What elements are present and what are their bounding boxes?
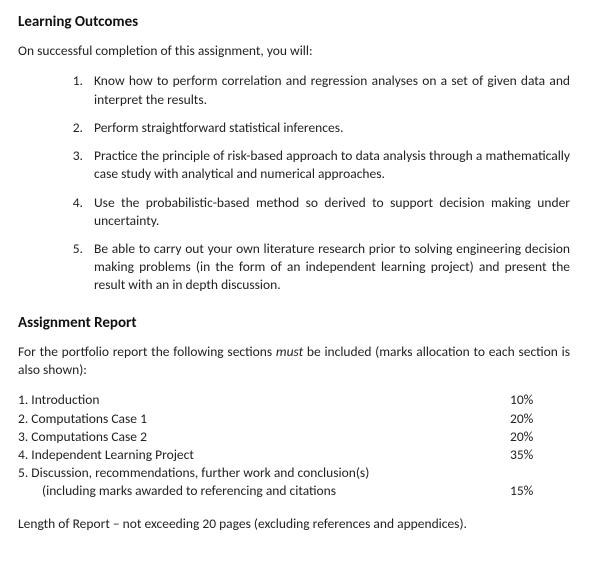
marks-label: 1. Introduction (18, 391, 510, 409)
marks-row: 2. Computations Case 1 20% (18, 410, 570, 428)
marks-row: 1. Introduction 10% (18, 391, 570, 409)
assignment-report-heading: Assignment Report (18, 313, 570, 333)
learning-outcomes-list: Know how to perform correlation and regr… (18, 72, 570, 294)
learning-outcomes-heading: Learning Outcomes (18, 12, 570, 32)
list-item: Practice the principle of risk-based app… (86, 147, 570, 183)
list-item: Be able to carry out your own literature… (86, 240, 570, 295)
marks-allocation-list: 1. Introduction 10% 2. Computations Case… (18, 391, 570, 500)
marks-label: 2. Computations Case 1 (18, 410, 510, 428)
marks-row: 3. Computations Case 2 20% (18, 428, 570, 446)
marks-pct: 10% (510, 391, 570, 409)
marks-pct: 20% (510, 428, 570, 446)
length-note: Length of Report – not exceeding 20 page… (18, 515, 570, 533)
marks-label: 5. Discussion, recommendations, further … (18, 464, 510, 482)
marks-sub-label: (including marks awarded to referencing … (42, 482, 510, 500)
marks-sub-row: (including marks awarded to referencing … (18, 482, 570, 500)
marks-row: 4. Independent Learning Project 35% (18, 446, 570, 464)
marks-label: 3. Computations Case 2 (18, 428, 510, 446)
intro-text-must: must (276, 343, 303, 360)
list-item: Use the probabilistic-based method so de… (86, 194, 570, 230)
list-item: Know how to perform correlation and regr… (86, 72, 570, 108)
marks-pct: 20% (510, 410, 570, 428)
assignment-report-intro: For the portfolio report the following s… (18, 343, 570, 379)
marks-sub-pct: 15% (510, 482, 570, 500)
document-page: Learning Outcomes On successful completi… (0, 0, 590, 566)
intro-text-pre: For the portfolio report the following s… (18, 343, 276, 360)
list-item: Perform straightforward statistical infe… (86, 119, 570, 137)
marks-row: 5. Discussion, recommendations, further … (18, 464, 570, 482)
marks-label: 4. Independent Learning Project (18, 446, 510, 464)
marks-pct: 35% (510, 446, 570, 464)
learning-outcomes-intro: On successful completion of this assignm… (18, 42, 570, 60)
